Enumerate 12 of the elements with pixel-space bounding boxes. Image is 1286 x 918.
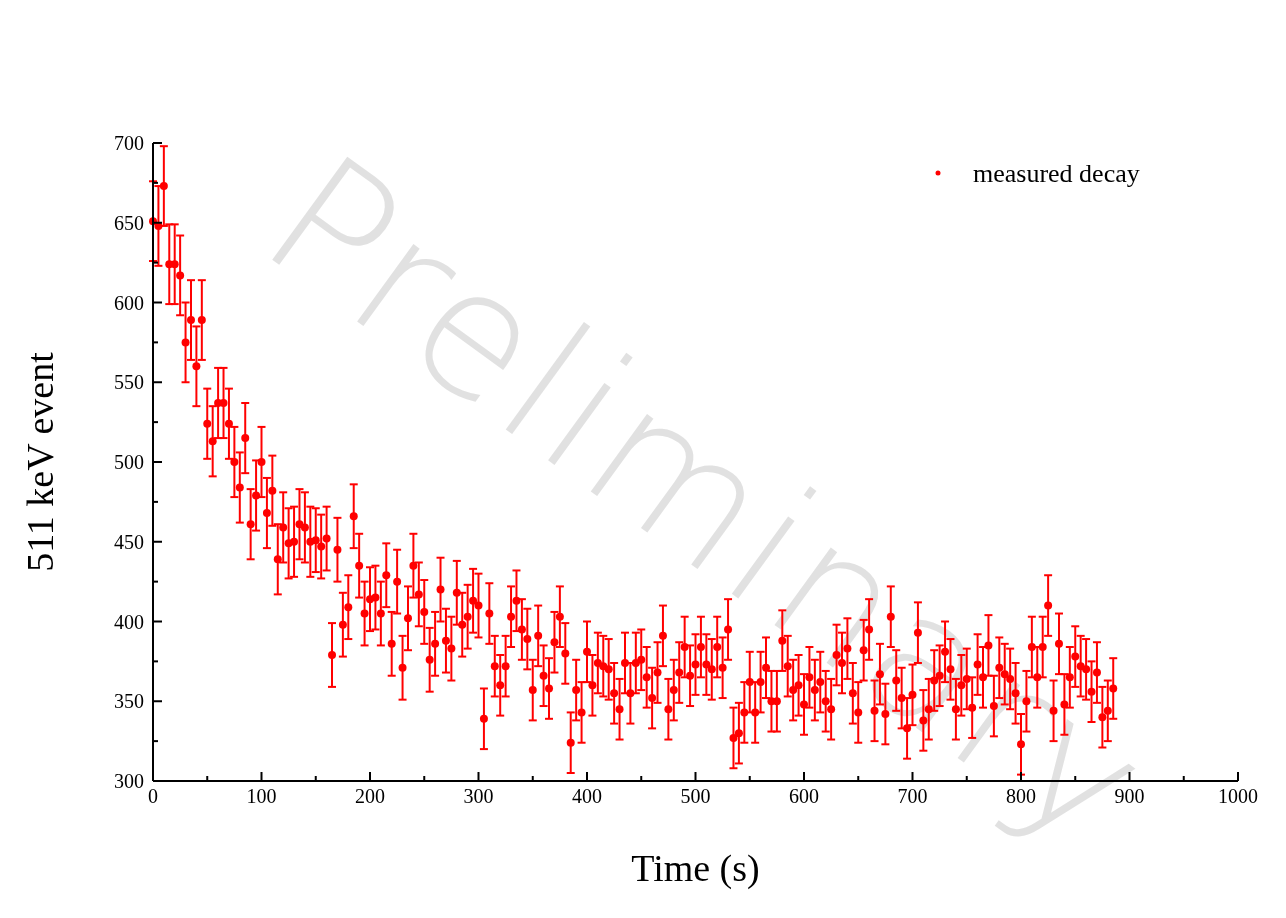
y-tick-label: 450 <box>114 530 144 553</box>
y-tick-label: 650 <box>114 211 144 234</box>
y-tick-label: 400 <box>114 610 144 633</box>
y-axis-title: 511 keV event <box>19 351 61 572</box>
y-tick-label: 500 <box>114 451 144 473</box>
y-tick-label: 350 <box>114 690 144 713</box>
y-tick-label: 700 <box>114 132 144 154</box>
x-tick-label: 0 <box>148 785 158 807</box>
y-tick-label: 300 <box>114 770 144 792</box>
x-tick-label: 1000 <box>1218 785 1258 807</box>
y-tick-label: 600 <box>114 291 144 314</box>
y-tick-label: 550 <box>114 371 144 394</box>
